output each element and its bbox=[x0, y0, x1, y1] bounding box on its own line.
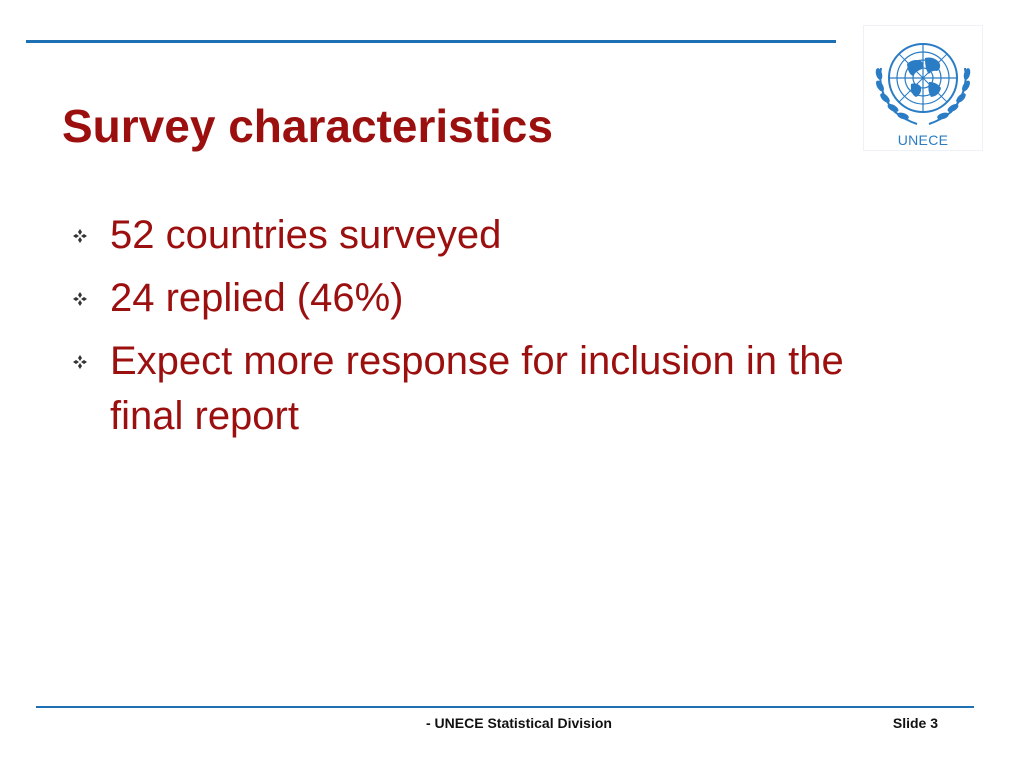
bullet-item: 24 replied (46%) bbox=[72, 271, 892, 326]
bottom-divider bbox=[36, 706, 974, 708]
bullet-item: Expect more response for inclusion in th… bbox=[72, 334, 892, 444]
un-emblem-icon bbox=[875, 43, 971, 125]
bullet-text: Expect more response for inclusion in th… bbox=[110, 339, 844, 438]
diamond-bullet-icon bbox=[73, 292, 87, 306]
bullet-list: 52 countries surveyed 24 replied (46%) bbox=[72, 208, 892, 452]
footer-source: - UNECE Statistical Division bbox=[426, 715, 612, 731]
slide-number: Slide 3 bbox=[892, 715, 938, 731]
bullet-item: 52 countries surveyed bbox=[72, 208, 892, 263]
logo-label: UNECE bbox=[897, 132, 949, 148]
slide-title: Survey characteristics bbox=[62, 100, 553, 152]
unece-logo: UNECE bbox=[864, 26, 982, 150]
bullet-text: 52 countries surveyed bbox=[110, 213, 502, 257]
diamond-bullet-icon bbox=[73, 355, 87, 369]
bullet-text: 24 replied (46%) bbox=[110, 276, 404, 320]
top-divider bbox=[26, 40, 836, 43]
diamond-bullet-icon bbox=[73, 229, 87, 243]
